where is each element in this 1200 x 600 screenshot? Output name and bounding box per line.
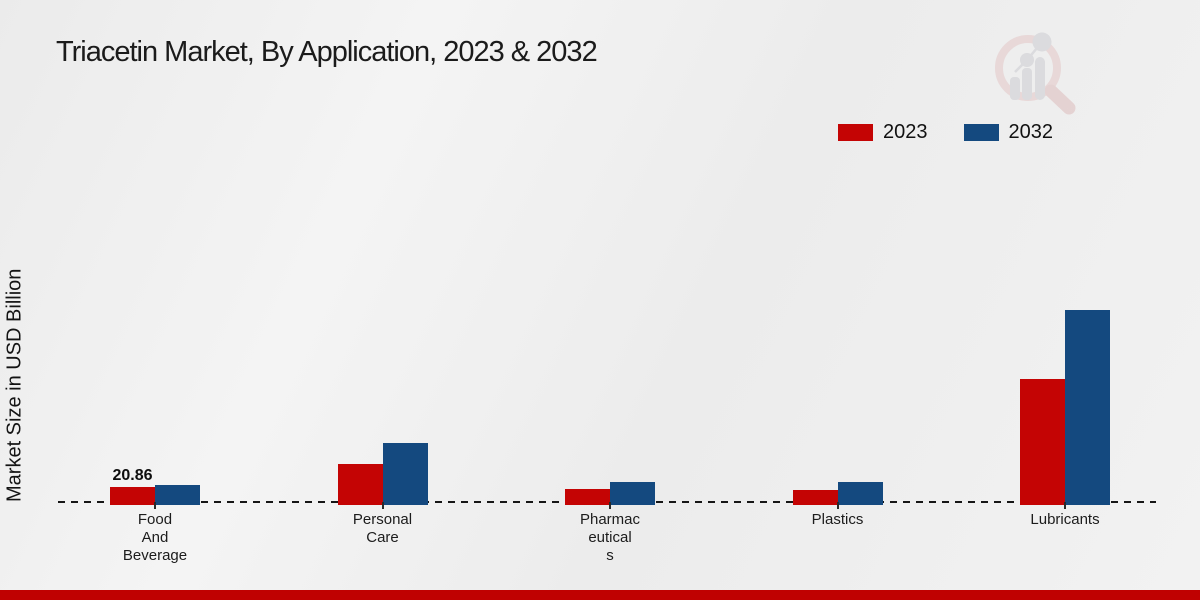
legend-label-2023: 2023 <box>883 121 928 143</box>
x-axis-tick-lubricants <box>1064 502 1066 509</box>
bar-2032-personal-care <box>382 443 428 505</box>
x-axis-tick-pharmaceuticals <box>609 502 611 509</box>
bar-value-label-2023-food-and-beverage: 20.86 <box>112 467 153 484</box>
bar-2023-pharmaceuticals <box>565 489 610 505</box>
chart-title: Triacetin Market, By Application, 2023 &… <box>56 36 598 68</box>
legend-item-2023: 2023 <box>838 121 928 144</box>
x-axis-tick-personal-care <box>381 502 384 509</box>
x-axis-tick-food-and-beverage <box>154 502 156 509</box>
bar-2032-food-and-beverage <box>155 485 200 505</box>
legend-swatch-2032 <box>963 124 999 141</box>
bar-2023-personal-care <box>337 464 383 505</box>
category-label-food-and-beverage: Food And Beverage <box>122 511 188 564</box>
bar-2023-lubricants <box>1020 379 1065 505</box>
magnifier-growth-chart-logo-icon <box>995 32 1076 115</box>
x-axis-tick-plastics <box>836 502 839 509</box>
category-label-personal-care: Personal Care <box>352 511 413 546</box>
bar-2032-plastics <box>837 482 883 505</box>
footer-accent-bar <box>0 590 1200 600</box>
legend-item-2032: 2032 <box>963 121 1054 144</box>
bar-2023-plastics <box>792 490 838 505</box>
legend-label-2032: 2032 <box>1008 121 1054 143</box>
category-label-plastics: Plastics <box>811 511 864 528</box>
bar-2032-pharmaceuticals <box>610 482 655 505</box>
bar-2032-lubricants <box>1065 310 1110 505</box>
legend-swatch-2023 <box>838 124 873 141</box>
category-label-lubricants: Lubricants <box>1030 511 1100 528</box>
legend: 2023 2032 <box>838 121 1053 144</box>
category-label-pharmaceuticals: Pharmac eutical s <box>579 511 641 564</box>
bar-2023-food-and-beverage <box>110 487 155 505</box>
